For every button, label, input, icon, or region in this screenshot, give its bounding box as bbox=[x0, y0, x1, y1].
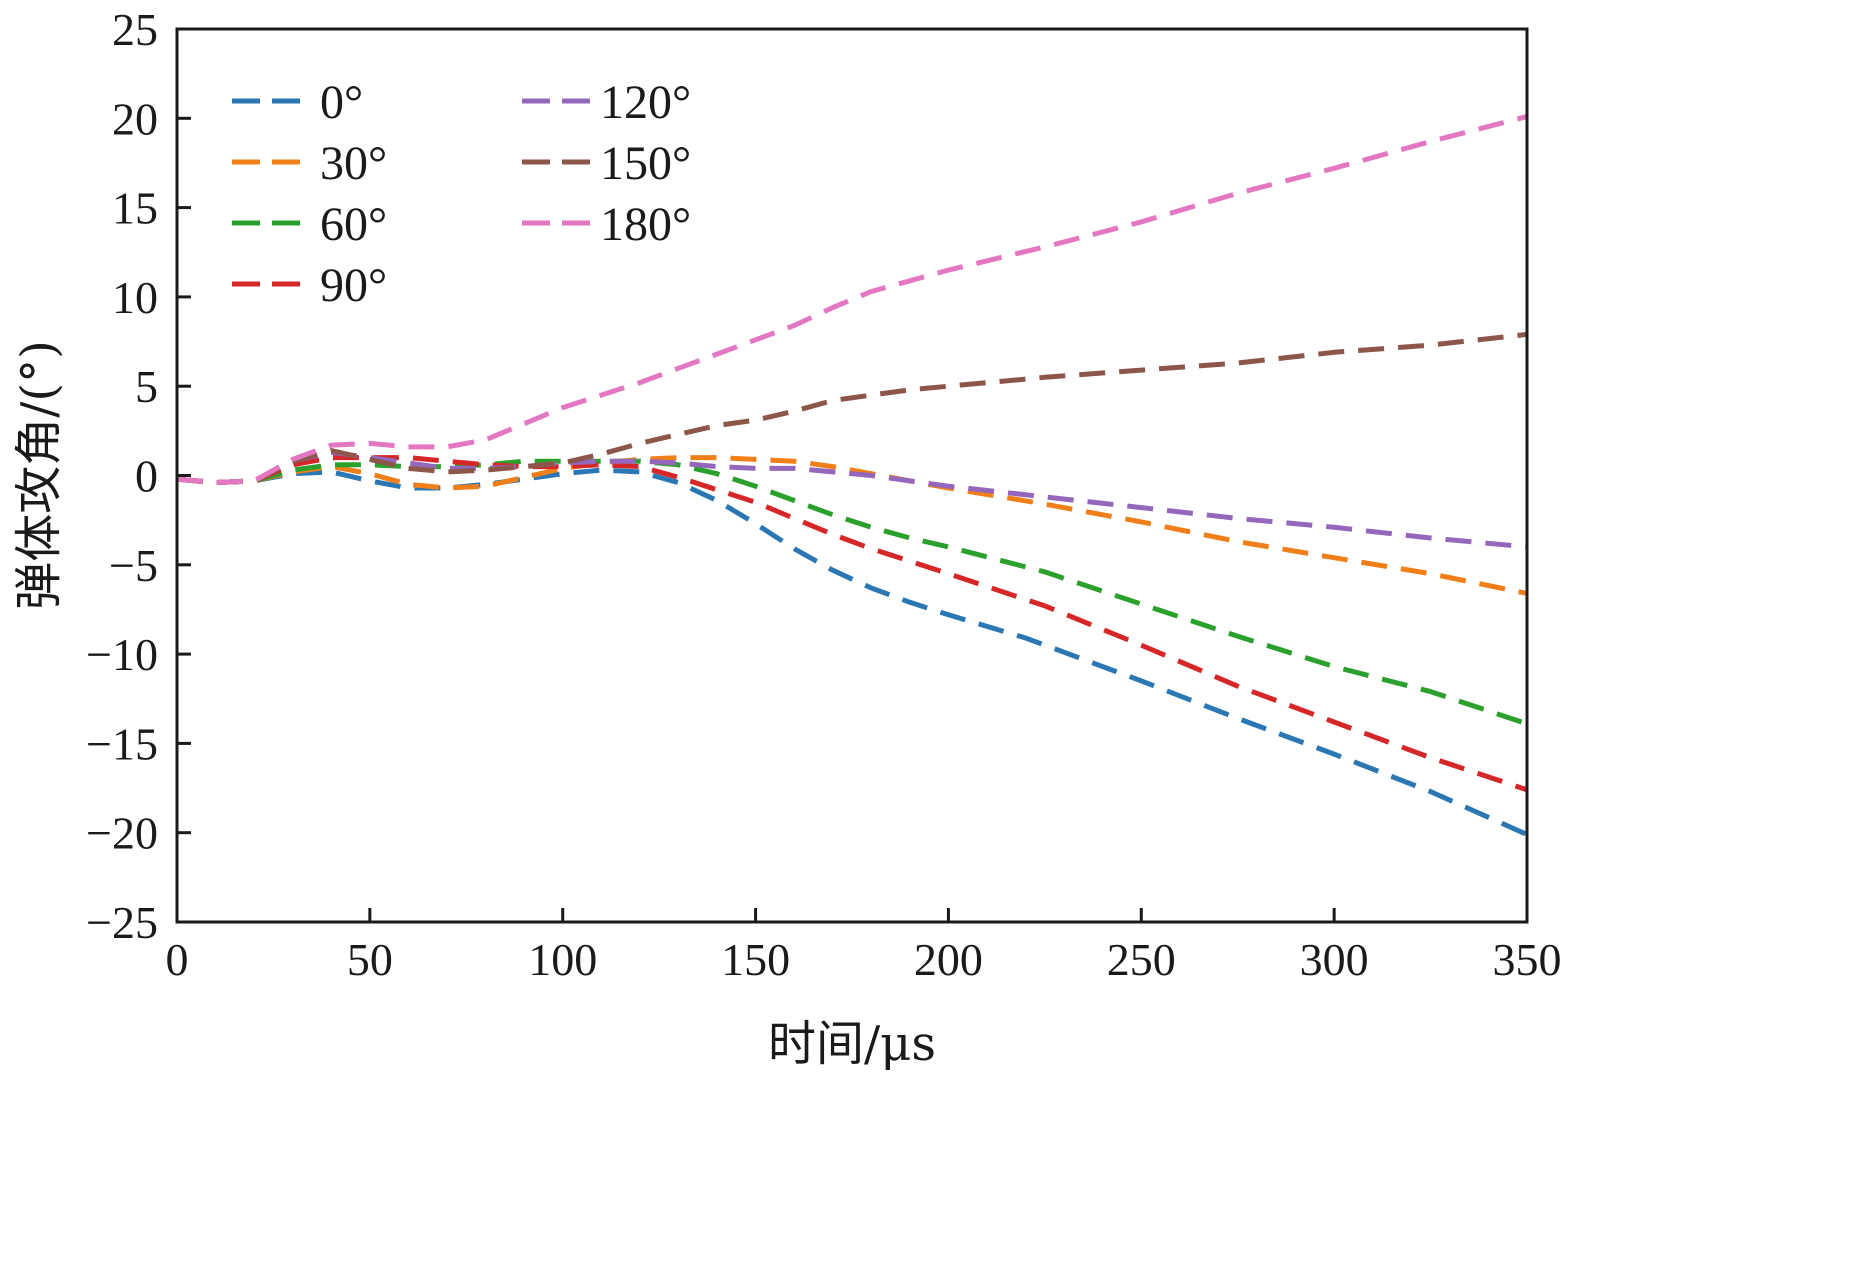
legend-label-150°: 150° bbox=[600, 137, 691, 190]
x-tick-label-0: 0 bbox=[166, 934, 189, 985]
chart: 0 50 100 150 200 250 300 350 −25 −20 −15 −10 −5 0 5 10 1… bbox=[11, 4, 1562, 1072]
series-line-90° bbox=[176, 455, 1528, 793]
series-line-60° bbox=[176, 458, 1528, 727]
legend-label-90°: 90° bbox=[320, 259, 387, 312]
series-line-150° bbox=[176, 331, 1528, 486]
x-tick-label-50: 50 bbox=[347, 934, 393, 985]
y-tick-label-10: 10 bbox=[112, 272, 158, 323]
y-tick-label--20: −20 bbox=[86, 808, 158, 859]
y-tick-label--5: −5 bbox=[109, 540, 158, 591]
y-tick-label-25: 25 bbox=[112, 4, 158, 55]
legend-label-30°: 30° bbox=[320, 137, 387, 190]
series-line-30° bbox=[176, 455, 1528, 596]
y-axis-title: 弹体攻角/(°) bbox=[11, 340, 67, 610]
series-line-180° bbox=[176, 114, 1528, 486]
legend: 0° 30° 60° 90° 120° 150° 180° bbox=[232, 76, 691, 312]
y-tick-label--10: −10 bbox=[86, 629, 158, 680]
x-tick-label-350: 350 bbox=[1493, 934, 1562, 985]
y-tick-label-5: 5 bbox=[135, 361, 158, 412]
legend-label-60°: 60° bbox=[320, 198, 387, 251]
y-tick-label-15: 15 bbox=[112, 183, 158, 234]
x-tick-label-200: 200 bbox=[914, 934, 983, 985]
legend-label-180°: 180° bbox=[600, 198, 691, 251]
y-tick-label--25: −25 bbox=[86, 897, 158, 948]
x-axis-title: 时间/μs bbox=[768, 1016, 936, 1072]
series-line-0° bbox=[176, 467, 1529, 837]
x-tick-label-300: 300 bbox=[1300, 934, 1369, 985]
legend-label-120°: 120° bbox=[600, 76, 691, 129]
series-layer bbox=[176, 114, 1529, 837]
ticks-layer: 0 50 100 150 200 250 300 350 −25 −20 −15 −10 −5 0 5 10 1… bbox=[86, 4, 1561, 985]
x-tick-label-100: 100 bbox=[528, 934, 597, 985]
y-tick-label-0: 0 bbox=[135, 451, 158, 502]
x-tick-label-150: 150 bbox=[721, 934, 790, 985]
plot-frame bbox=[175, 27, 1529, 924]
y-tick-label--15: −15 bbox=[86, 718, 158, 769]
y-tick-label-20: 20 bbox=[112, 93, 158, 144]
x-tick-label-250: 250 bbox=[1107, 934, 1176, 985]
legend-label-0°: 0° bbox=[320, 76, 363, 129]
